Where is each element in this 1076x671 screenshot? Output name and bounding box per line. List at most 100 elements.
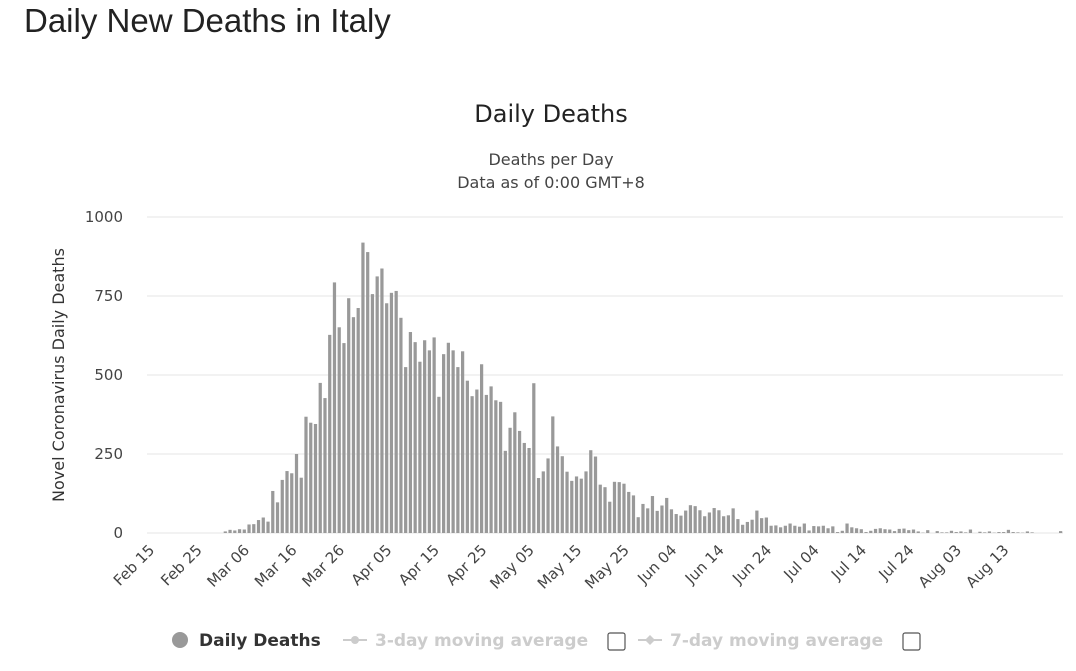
bar[interactable] bbox=[636, 517, 640, 533]
bar[interactable] bbox=[821, 525, 825, 533]
bar[interactable] bbox=[432, 337, 436, 533]
bar[interactable] bbox=[968, 529, 973, 533]
bar[interactable] bbox=[332, 282, 337, 533]
bar[interactable] bbox=[612, 481, 617, 533]
bar[interactable] bbox=[560, 456, 564, 533]
bar[interactable] bbox=[949, 530, 954, 533]
bar[interactable] bbox=[551, 416, 555, 533]
bar[interactable] bbox=[356, 308, 360, 533]
bar[interactable] bbox=[954, 532, 958, 533]
bar[interactable] bbox=[546, 458, 550, 533]
bar[interactable] bbox=[684, 510, 688, 533]
bar[interactable] bbox=[408, 332, 413, 533]
bar[interactable] bbox=[845, 523, 849, 533]
bar[interactable] bbox=[603, 487, 607, 533]
bar[interactable] bbox=[726, 515, 731, 533]
bar[interactable] bbox=[869, 530, 873, 533]
bar[interactable] bbox=[247, 524, 251, 533]
bar[interactable] bbox=[964, 532, 968, 533]
bar[interactable] bbox=[233, 530, 237, 533]
bar[interactable] bbox=[347, 298, 351, 533]
bar[interactable] bbox=[802, 523, 806, 533]
bar[interactable] bbox=[907, 530, 911, 533]
bar[interactable] bbox=[503, 450, 507, 533]
bar[interactable] bbox=[741, 524, 745, 533]
bar[interactable] bbox=[987, 531, 992, 533]
bar[interactable] bbox=[589, 450, 593, 533]
bar[interactable] bbox=[745, 521, 749, 533]
bar[interactable] bbox=[812, 526, 816, 533]
bar[interactable] bbox=[983, 532, 987, 533]
bar[interactable] bbox=[579, 478, 583, 533]
bar[interactable] bbox=[570, 480, 574, 533]
bar[interactable] bbox=[280, 479, 284, 533]
bar[interactable] bbox=[237, 529, 242, 533]
bar[interactable] bbox=[864, 532, 868, 533]
bar[interactable] bbox=[688, 505, 693, 533]
bar[interactable] bbox=[617, 482, 621, 533]
bar[interactable] bbox=[835, 532, 840, 533]
bar[interactable] bbox=[465, 380, 469, 533]
bar[interactable] bbox=[527, 447, 531, 533]
bar[interactable] bbox=[1011, 532, 1015, 533]
bar[interactable] bbox=[940, 532, 944, 533]
bar[interactable] bbox=[294, 454, 299, 533]
checkbox-3-day-average[interactable] bbox=[607, 632, 626, 651]
bar[interactable] bbox=[997, 532, 1001, 533]
bar[interactable] bbox=[223, 531, 227, 533]
bar[interactable] bbox=[778, 527, 783, 533]
legend-item-daily-deaths[interactable]: Daily Deaths bbox=[172, 631, 321, 651]
bar[interactable] bbox=[252, 524, 256, 533]
bar[interactable] bbox=[479, 364, 484, 533]
bar[interactable] bbox=[750, 519, 754, 533]
bar[interactable] bbox=[385, 303, 389, 533]
bar[interactable] bbox=[916, 531, 920, 533]
bar[interactable] bbox=[840, 530, 844, 533]
legend-item-7-day-average[interactable]: 7-day moving average bbox=[638, 631, 883, 651]
bar[interactable] bbox=[850, 527, 854, 533]
bar[interactable] bbox=[337, 327, 341, 533]
bar[interactable] bbox=[707, 512, 712, 533]
bar[interactable] bbox=[873, 528, 878, 533]
bar[interactable] bbox=[375, 276, 379, 533]
bar[interactable] bbox=[475, 389, 479, 533]
bar[interactable] bbox=[859, 529, 863, 533]
checkbox-7-day-average[interactable] bbox=[902, 632, 921, 651]
bar[interactable] bbox=[679, 515, 683, 533]
bar[interactable] bbox=[489, 386, 493, 533]
bar[interactable] bbox=[361, 242, 365, 533]
bar[interactable] bbox=[508, 427, 512, 533]
bar[interactable] bbox=[423, 340, 427, 533]
bar[interactable] bbox=[498, 401, 503, 533]
bar[interactable] bbox=[342, 343, 346, 533]
bar[interactable] bbox=[256, 520, 261, 533]
bar[interactable] bbox=[1059, 531, 1063, 533]
bar[interactable] bbox=[793, 525, 797, 533]
bar[interactable] bbox=[854, 528, 859, 533]
bar[interactable] bbox=[456, 367, 460, 533]
bar[interactable] bbox=[878, 528, 882, 533]
bar[interactable] bbox=[271, 490, 275, 533]
bar[interactable] bbox=[574, 476, 579, 533]
bar[interactable] bbox=[584, 471, 588, 533]
bar[interactable] bbox=[309, 422, 313, 533]
bar[interactable] bbox=[897, 528, 901, 533]
bar[interactable] bbox=[370, 294, 375, 533]
bar[interactable] bbox=[1030, 532, 1034, 533]
bar[interactable] bbox=[299, 477, 303, 533]
bar[interactable] bbox=[731, 508, 735, 533]
bar[interactable] bbox=[437, 396, 441, 533]
bar[interactable] bbox=[911, 529, 916, 533]
legend-item-3-day-average[interactable]: 3-day moving average bbox=[343, 631, 588, 651]
bar[interactable] bbox=[380, 268, 384, 533]
bar[interactable] bbox=[641, 503, 645, 533]
bar[interactable] bbox=[427, 350, 432, 533]
bar[interactable] bbox=[831, 526, 835, 533]
bar[interactable] bbox=[228, 529, 232, 533]
bar[interactable] bbox=[693, 506, 697, 533]
bar[interactable] bbox=[703, 516, 707, 533]
bar[interactable] bbox=[959, 531, 963, 533]
bar[interactable] bbox=[313, 423, 318, 533]
bar[interactable] bbox=[816, 526, 821, 533]
bar[interactable] bbox=[285, 471, 289, 533]
